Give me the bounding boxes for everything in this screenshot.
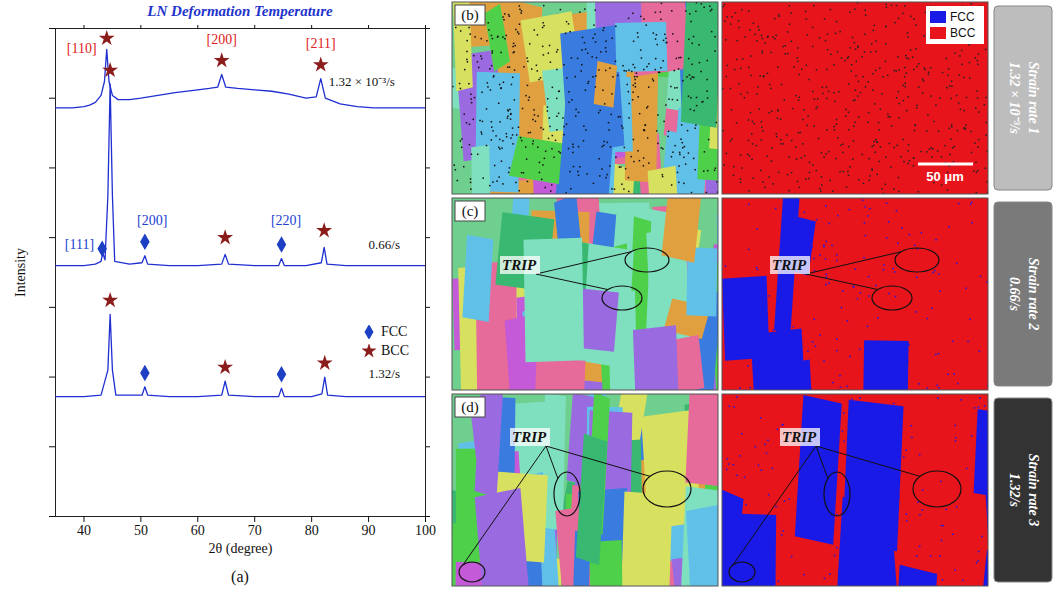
svg-text:50 μm: 50 μm — [926, 169, 964, 184]
svg-text:70: 70 — [248, 523, 262, 538]
svg-text:60: 60 — [191, 523, 205, 538]
html-text:BCC: BCC — [381, 342, 409, 358]
svg-text:1.32 × 10⁻³/s: 1.32 × 10⁻³/s — [1007, 62, 1022, 135]
svg-text:TRIP: TRIP — [512, 429, 547, 445]
svg-text:TRIP: TRIP — [782, 429, 817, 445]
svg-text:40: 40 — [77, 523, 91, 538]
svg-text:0.66/s: 0.66/s — [369, 237, 400, 252]
svg-text:[111]: [111] — [65, 237, 94, 252]
svg-text:(b): (b) — [461, 7, 479, 24]
svg-text:Intensity: Intensity — [13, 248, 28, 297]
svg-text:[220]: [220] — [271, 213, 301, 228]
svg-text:TRIP: TRIP — [502, 257, 537, 273]
svg-text:(d): (d) — [461, 399, 479, 416]
svg-text:Strain rate 1: Strain rate 1 — [1026, 62, 1041, 134]
svg-text:TRIP: TRIP — [772, 257, 807, 273]
svg-text:1.32 × 10⁻³/s: 1.32 × 10⁻³/s — [329, 74, 395, 89]
svg-text:90: 90 — [362, 523, 376, 538]
svg-text:(c): (c) — [462, 203, 479, 220]
svg-text:1.32/s: 1.32/s — [369, 366, 400, 381]
svg-text:Strain rate 3: Strain rate 3 — [1026, 454, 1041, 526]
svg-text:100: 100 — [415, 523, 436, 538]
html-text:LN Deformation Temperature: LN Deformation Temperature — [147, 3, 333, 19]
svg-text:50: 50 — [134, 523, 148, 538]
svg-text:2θ (degree): 2θ (degree) — [209, 541, 273, 557]
svg-text:FCC: FCC — [950, 10, 975, 24]
svg-text:[110]: [110] — [67, 41, 97, 56]
svg-text:[211]: [211] — [306, 36, 336, 51]
svg-text:Strain rate 2: Strain rate 2 — [1026, 258, 1041, 330]
svg-text:BCC: BCC — [950, 26, 976, 40]
html-text:FCC: FCC — [381, 323, 408, 339]
svg-text:0.66/s: 0.66/s — [1007, 277, 1022, 311]
svg-text:80: 80 — [305, 523, 319, 538]
svg-text:[200]: [200] — [207, 32, 237, 47]
svg-text:[200]: [200] — [137, 213, 167, 228]
svg-text:1.32/s: 1.32/s — [1007, 473, 1022, 507]
html-text:(a): (a) — [231, 568, 249, 585]
